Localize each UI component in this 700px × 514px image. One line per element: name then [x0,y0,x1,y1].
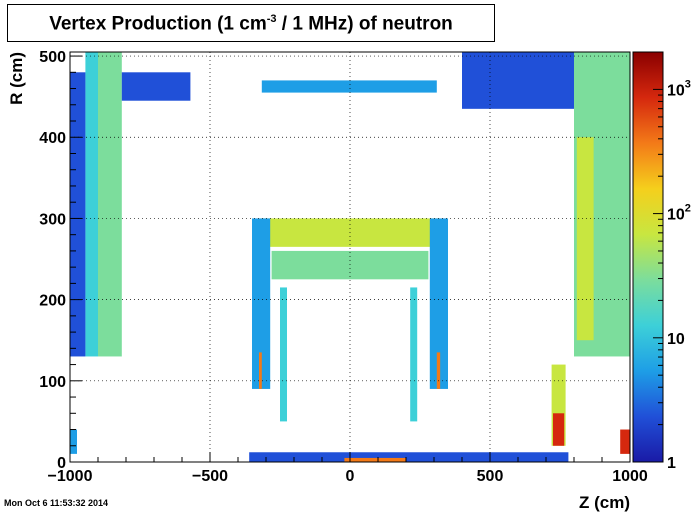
x-tick-label: 500 [477,468,504,485]
colorbar-tick-label: 102 [667,203,691,224]
y-tick-label: 100 [39,374,66,391]
x-tick-label: −500 [192,468,228,485]
heatmap-region-left-endcap-core [98,52,122,357]
x-axis-title: Z (cm) [579,493,630,512]
x-tick-label: 1000 [612,468,648,485]
heatmap-region-right-pillar-hot [436,352,441,389]
heatmap-region-left-pillar [252,218,271,389]
y-tick-label: 200 [39,293,66,310]
colorbar-tick-exponent: 2 [685,203,691,215]
heatmap-region-floor-hot [344,457,406,462]
heatmap-region-top-right-band [462,52,574,109]
y-tick-label: 300 [39,211,66,228]
heatmap-region-top-left-band [121,72,191,101]
heatmap-region-floor-strip [249,452,569,462]
y-tick-label: 500 [39,49,66,66]
x-tick-label: −1000 [48,468,93,485]
colorbar-tick-exponent: 3 [685,78,691,90]
heatmap-region-left-endcap-tail [85,52,98,357]
timestamp: Mon Oct 6 11:53:32 2014 [4,498,109,508]
heatmap-region-inner-left-rail [280,287,287,422]
heatmap-region-left-corner [70,429,77,454]
title-superscript: -3 [266,13,277,25]
heatmap-region-left-pillar-hot [259,352,262,389]
title-box: Vertex Production (1 cm-3 / 1 MHz) of ne… [7,4,495,42]
x-tick-label: 0 [346,468,355,485]
heatmap-region-top-short-bar [261,80,437,93]
heatmap-region-right-pillar [429,218,448,389]
heatmap-region-bottom-spike-hot [553,413,565,446]
heatmap-region-right-corner-hot [620,429,630,454]
y-tick-label: 0 [57,455,66,472]
colorbar [632,51,664,463]
colorbar-tick-label: 1 [667,455,676,472]
y-axis-title: R (cm) [7,52,26,105]
heatmap-region-left-endcap-thin [70,72,86,357]
plot-title: Vertex Production (1 cm-3 / 1 MHz) of ne… [49,13,453,35]
heatmap-region-inner-right-rail [410,287,418,422]
heatmap-region-barrel-calo-lower [271,250,429,280]
y-tick-label: 400 [39,130,66,147]
colorbar-tick-label: 103 [667,78,691,99]
heatmap-region-right-endcap-hot [576,137,594,341]
colorbar-tick-label: 10 [667,331,685,348]
